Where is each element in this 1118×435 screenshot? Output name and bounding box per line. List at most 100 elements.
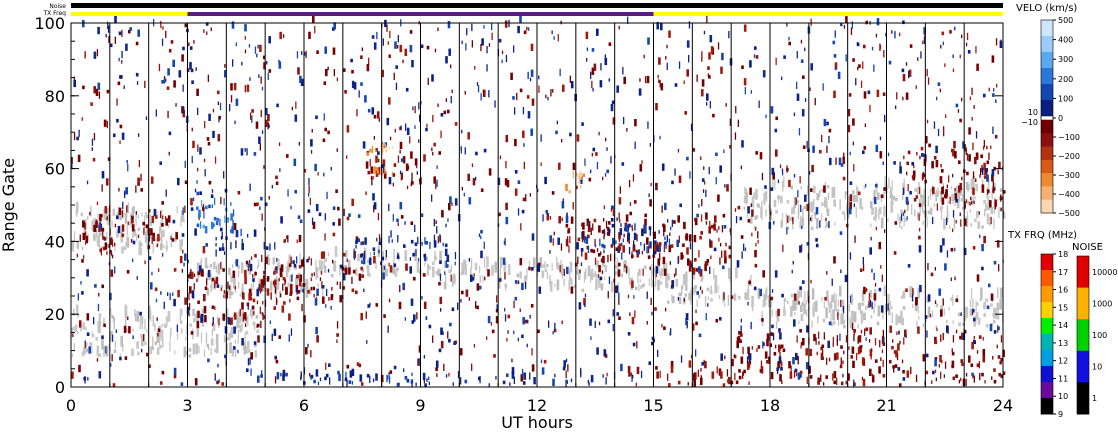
data-cell-neg xyxy=(504,272,506,280)
data-cell-ground xyxy=(914,209,916,217)
data-cell-pos xyxy=(610,103,614,112)
data-cell-ground xyxy=(713,268,715,280)
data-cell-neg xyxy=(958,185,961,193)
data-cell-ground xyxy=(929,188,932,200)
data-cell-neg xyxy=(451,202,453,206)
data-cell-neg xyxy=(274,376,277,384)
data-cell-pos xyxy=(749,60,752,68)
data-cell-neg xyxy=(905,288,908,292)
data-cell-pos xyxy=(450,96,452,104)
data-cell-neg xyxy=(997,355,1001,359)
data-cell-ground xyxy=(103,345,105,357)
data-cell-neg xyxy=(203,29,205,33)
data-cell-neg xyxy=(724,256,727,264)
data-cell-neg xyxy=(940,44,942,49)
data-cell-ground xyxy=(847,196,851,207)
data-cell-neg xyxy=(957,109,960,113)
data-cell-pos xyxy=(529,77,532,82)
data-cell-neg xyxy=(628,179,631,188)
data-cell-pos xyxy=(119,356,122,361)
data-cell-pos xyxy=(905,196,909,205)
data-cell-neg xyxy=(881,349,884,354)
data-cell-pos xyxy=(831,278,833,286)
data-cell-neg xyxy=(311,129,313,133)
data-cell-pos xyxy=(993,330,997,334)
data-cell-ground xyxy=(136,310,139,322)
data-cell-pos xyxy=(612,324,614,332)
data-cell-ground xyxy=(917,287,920,299)
data-cell-ground xyxy=(533,257,536,269)
data-cell-neg xyxy=(976,274,980,282)
data-cell-ground xyxy=(948,306,950,311)
data-cell-pos xyxy=(556,120,558,125)
data-cell-neg xyxy=(902,96,904,101)
data-cell-pos xyxy=(448,48,451,56)
data-cell-ground xyxy=(974,196,976,200)
data-cell-neg xyxy=(857,347,861,355)
data-cell-pos xyxy=(423,253,427,258)
data-cell-ground xyxy=(860,311,864,322)
data-cell-ground xyxy=(238,312,242,324)
data-cell-ground xyxy=(382,251,384,262)
data-cell-ground xyxy=(676,279,678,287)
data-cell-neg xyxy=(931,161,934,169)
data-cell-neg xyxy=(381,69,384,78)
data-cell-neg xyxy=(918,203,922,207)
data-cell-ground xyxy=(857,302,861,311)
data-cell-pos xyxy=(293,158,297,166)
data-cell-pos xyxy=(330,166,332,171)
data-cell-neg xyxy=(935,377,937,382)
data-cell-neg xyxy=(346,364,350,369)
data-cell-pos xyxy=(436,226,438,234)
data-cell-pos xyxy=(919,284,922,293)
data-cell-pos xyxy=(257,375,260,383)
data-cell-neg xyxy=(713,223,716,231)
data-cell-neg xyxy=(223,290,225,294)
data-cell-neg xyxy=(218,115,221,120)
data-cell-pos xyxy=(796,51,798,59)
data-cell-ground xyxy=(479,275,481,283)
data-cell-neg xyxy=(862,378,866,387)
data-cell-poslight xyxy=(223,198,225,206)
data-cell-ground xyxy=(798,293,801,298)
data-cell-neg xyxy=(608,221,611,225)
data-cell-ground xyxy=(694,285,697,293)
data-cell-pos xyxy=(771,289,774,293)
data-cell-ground xyxy=(478,265,481,273)
data-cell-pos xyxy=(907,264,911,268)
data-cell-neg xyxy=(992,187,996,192)
data-cell-pos xyxy=(655,185,657,189)
data-cell-neg xyxy=(1001,374,1004,379)
data-cell-neg xyxy=(964,201,966,209)
data-cell-neg xyxy=(842,176,846,181)
data-cell-neg xyxy=(995,38,998,46)
data-cell-ground xyxy=(970,288,973,300)
data-cell-neg xyxy=(398,301,402,310)
data-cell-pos xyxy=(713,247,717,252)
data-cell-neg xyxy=(825,217,827,222)
data-cell-ground xyxy=(897,213,899,221)
data-cell-pos xyxy=(461,40,463,45)
data-cell-pos xyxy=(799,286,802,290)
data-cell-ground xyxy=(993,202,995,214)
data-cell-pos xyxy=(388,177,392,185)
data-cell-pos xyxy=(547,213,549,217)
data-cell-neg xyxy=(179,255,183,264)
data-cell-neg xyxy=(467,173,470,181)
data-cell-neg xyxy=(211,322,214,327)
data-cell-pos xyxy=(514,107,516,115)
data-cell-neg xyxy=(454,122,458,126)
data-cell-pos xyxy=(829,157,832,166)
data-cell-ground xyxy=(975,184,978,192)
data-cell-neg xyxy=(952,68,955,73)
data-cell-neg xyxy=(845,335,848,343)
data-cell-ground xyxy=(132,231,134,243)
data-cell-neg xyxy=(465,289,469,297)
data-cell-pos xyxy=(604,173,607,177)
data-cell-pos xyxy=(865,183,867,188)
data-cell-ground xyxy=(250,283,252,291)
data-cell-ground xyxy=(848,304,851,312)
data-cell-neg xyxy=(809,87,811,91)
data-cell-neg xyxy=(336,281,338,285)
data-cell-pos xyxy=(640,242,642,246)
